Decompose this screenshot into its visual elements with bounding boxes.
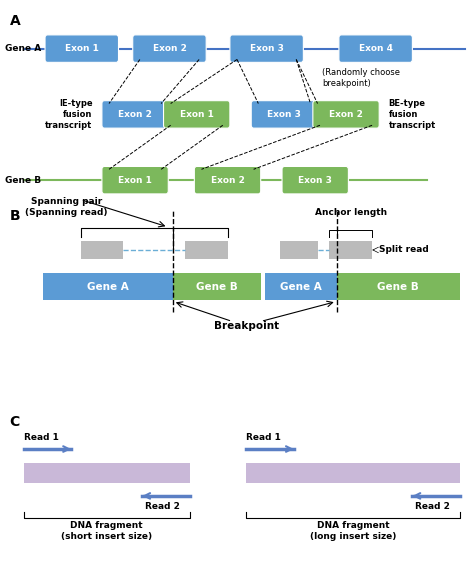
Text: Gene B: Gene B [5,176,41,185]
FancyBboxPatch shape [251,101,318,128]
FancyBboxPatch shape [230,35,303,62]
Bar [185,241,228,259]
Text: Read 2: Read 2 [415,502,450,511]
Bar [246,463,460,483]
FancyBboxPatch shape [337,273,460,300]
Text: C: C [9,415,20,428]
Text: Spanning pair
(Spanning read): Spanning pair (Spanning read) [25,197,108,217]
Bar [329,241,372,259]
Text: Gene A: Gene A [280,281,322,292]
FancyBboxPatch shape [173,273,261,300]
Bar [81,241,123,259]
Text: (Randomly choose
breakpoint): (Randomly choose breakpoint) [322,68,401,89]
Text: Exon 1: Exon 1 [65,44,99,53]
Text: Exon 1: Exon 1 [180,110,214,119]
FancyBboxPatch shape [102,166,168,194]
Text: Split read: Split read [379,245,429,255]
Bar [280,241,318,259]
FancyBboxPatch shape [282,166,348,194]
FancyBboxPatch shape [265,273,337,300]
Text: Exon 1: Exon 1 [118,176,152,185]
Text: Exon 2: Exon 2 [329,110,363,119]
FancyBboxPatch shape [43,273,173,300]
Text: Read 1: Read 1 [246,433,282,442]
Text: DNA fragment
(long insert size): DNA fragment (long insert size) [310,521,396,541]
FancyBboxPatch shape [102,101,168,128]
Text: Exon 4: Exon 4 [359,44,392,53]
Bar [24,463,190,483]
Text: Gene A: Gene A [5,44,41,53]
Text: Read 2: Read 2 [145,502,180,511]
Text: A: A [9,14,20,28]
Text: Breakpoint: Breakpoint [214,321,279,331]
Text: Exon 3: Exon 3 [298,176,332,185]
Text: Gene B: Gene B [377,281,419,292]
Text: BE-type
fusion
transcript: BE-type fusion transcript [389,99,436,130]
FancyBboxPatch shape [164,101,230,128]
Text: Gene B: Gene B [196,281,238,292]
Text: Exon 2: Exon 2 [210,176,245,185]
Text: Exon 2: Exon 2 [118,110,152,119]
Text: Exon 3: Exon 3 [250,44,283,53]
FancyBboxPatch shape [194,166,261,194]
FancyBboxPatch shape [339,35,412,62]
FancyBboxPatch shape [313,101,379,128]
Text: Read 1: Read 1 [24,433,59,442]
Text: Exon 2: Exon 2 [153,44,186,53]
Text: Exon 3: Exon 3 [267,110,301,119]
Text: DNA fragment
(short insert size): DNA fragment (short insert size) [61,521,152,541]
Text: B: B [9,209,20,223]
Text: Anchor length: Anchor length [315,208,387,217]
Text: Gene A: Gene A [87,281,129,292]
Text: IE-type
fusion
transcript: IE-type fusion transcript [45,99,92,130]
FancyBboxPatch shape [45,35,118,62]
FancyBboxPatch shape [133,35,206,62]
